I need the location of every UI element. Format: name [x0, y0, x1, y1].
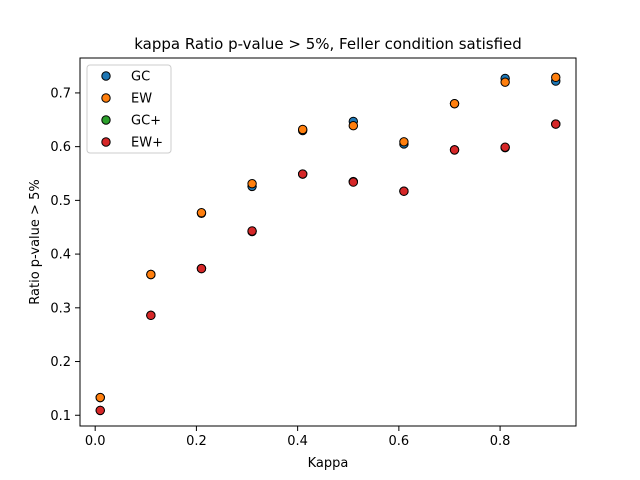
data-points: [95, 72, 561, 416]
legend: GC EW GC+ EW+: [86, 64, 172, 154]
y-tick-label: 0.7: [50, 86, 71, 101]
y-tick-label: 0.4: [50, 248, 71, 263]
y-tick-label: 0.6: [50, 140, 71, 155]
data-point: [449, 145, 460, 155]
y-axis-label: Ratio p-value > 5%: [28, 179, 43, 304]
legend-label: EW: [131, 92, 152, 107]
x-tick-label: 0.4: [287, 434, 308, 449]
x-tick-label: 0.6: [389, 434, 410, 449]
legend-label: EW+: [131, 136, 163, 151]
data-point: [449, 98, 460, 109]
data-point: [551, 72, 561, 83]
legend-label: GC: [131, 70, 150, 85]
data-point: [500, 77, 510, 87]
legend-box: [86, 64, 172, 154]
data-point: [196, 208, 207, 218]
legend-label: GC+: [131, 114, 161, 129]
data-point: [247, 179, 257, 189]
plot-area-frame: [79, 57, 577, 427]
data-point: [500, 142, 510, 152]
data-point: [146, 269, 156, 280]
y-tick-label: 0.1: [50, 409, 71, 424]
x-axis-ticks: 0.0 0.2 0.4 0.6 0.8: [85, 426, 511, 449]
data-point: [348, 120, 359, 131]
y-tick-label: 0.5: [50, 194, 71, 209]
data-point: [551, 119, 561, 129]
x-tick-label: 0.8: [490, 434, 511, 449]
x-tick-label: 0.0: [85, 434, 106, 449]
data-point: [196, 263, 207, 274]
y-tick-label: 0.3: [50, 301, 71, 316]
y-axis-ticks: 0.1 0.2 0.3 0.4 0.5 0.6 0.7: [50, 86, 80, 424]
legend-marker: [101, 115, 111, 125]
chart-title: kappa Ratio p-value > 5%, Feller conditi…: [134, 35, 522, 53]
data-point: [297, 169, 308, 179]
data-point: [399, 137, 409, 147]
data-point: [399, 186, 409, 196]
legend-marker: [101, 137, 111, 147]
data-point: [297, 124, 308, 135]
legend-marker: [101, 71, 111, 81]
data-point: [95, 405, 105, 416]
x-tick-label: 0.2: [186, 434, 207, 449]
data-point: [95, 392, 105, 403]
legend-marker: [101, 93, 111, 103]
y-tick-label: 0.2: [50, 355, 71, 370]
data-point: [348, 177, 359, 187]
data-point: [146, 310, 156, 321]
data-point: [247, 226, 257, 236]
x-axis-label: Kappa: [308, 456, 349, 471]
